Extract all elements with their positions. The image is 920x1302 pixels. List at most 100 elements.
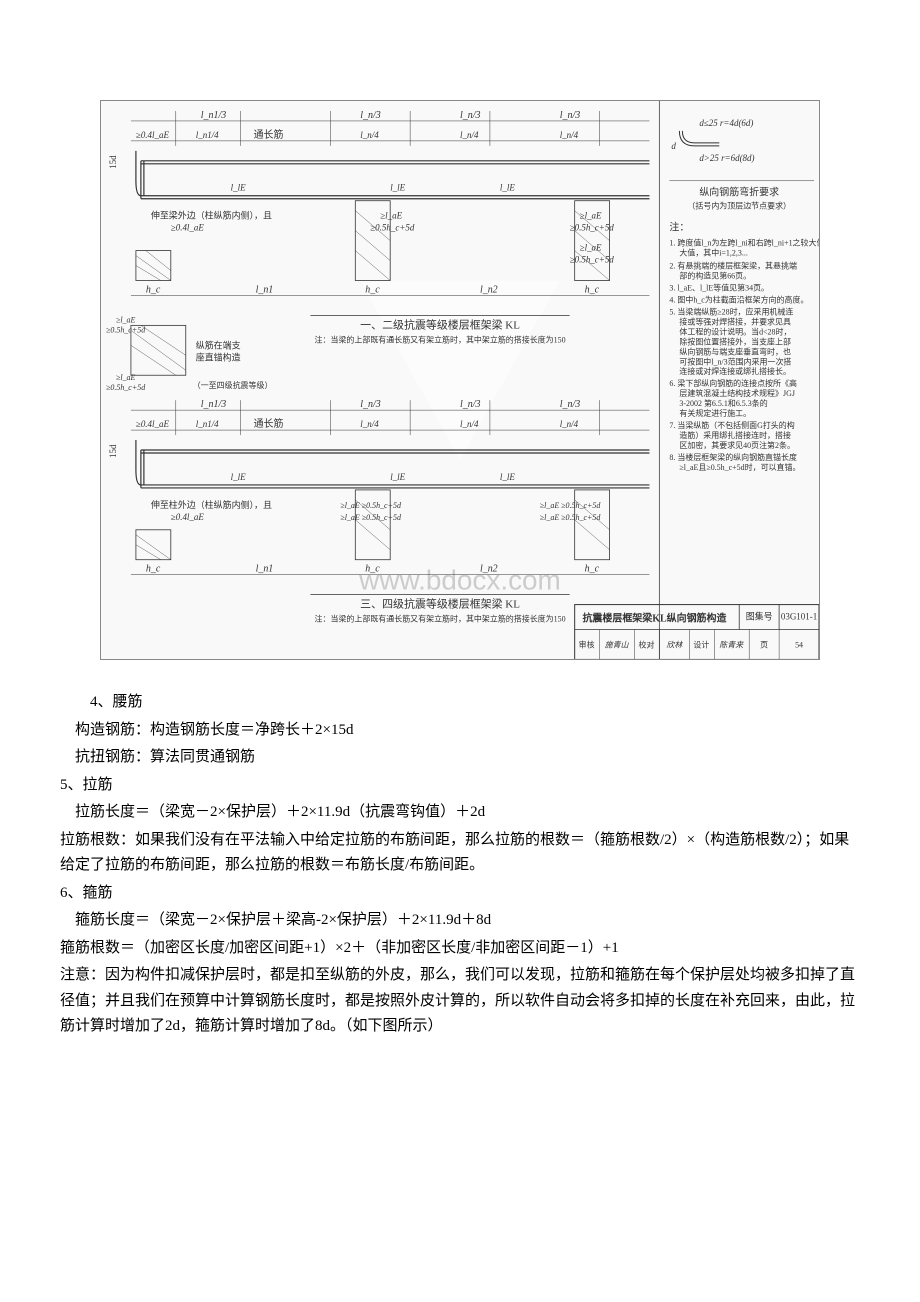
svg-text:7. 当梁纵筋（不包括侧面G打头的构: 7. 当梁纵筋（不包括侧面G打头的构 xyxy=(669,420,794,430)
engineering-diagram: www.bdocx.com l_n1/3 l_n/3 l_n/3 l_n/3 ≥… xyxy=(100,100,820,660)
svg-text:欣林: 欣林 xyxy=(666,640,683,649)
svg-text:l_n1: l_n1 xyxy=(256,284,274,295)
svg-text:h_c: h_c xyxy=(365,564,380,575)
svg-text:校对: 校对 xyxy=(639,639,655,649)
svg-text:l_lE: l_lE xyxy=(500,183,515,193)
svg-text:≥l_aE且≥0.5h_c+5d时，可以直锚。: ≥l_aE且≥0.5h_c+5d时，可以直锚。 xyxy=(679,462,800,472)
svg-text:层建筑混凝土结构技术规程》JGJ: 层建筑混凝土结构技术规程》JGJ xyxy=(679,388,795,398)
svg-text:≥l_aE ≥0.5h_c+5d: ≥l_aE ≥0.5h_c+5d xyxy=(340,501,401,510)
svg-text:h_c: h_c xyxy=(585,564,600,575)
svg-text:图集号: 图集号 xyxy=(746,611,773,622)
svg-text:有关规定进行施工。: 有关规定进行施工。 xyxy=(679,408,751,418)
svg-text:接或等强对焊搭接，并要求见具: 接或等强对焊搭接，并要求见具 xyxy=(679,316,791,326)
svg-text:页: 页 xyxy=(760,640,768,649)
svg-text:h_c: h_c xyxy=(146,284,161,295)
svg-text:h_c: h_c xyxy=(365,284,380,295)
svg-text:3. l_aE、l_lE等值见第34页。: 3. l_aE、l_lE等值见第34页。 xyxy=(669,282,769,292)
paragraph: 箍筋根数＝（加密区长度/加密区间距+1）×2＋（非加密区长度/非加密区间距－1）… xyxy=(60,936,860,962)
svg-text:l_lE: l_lE xyxy=(390,183,405,193)
svg-text:三、四级抗震等级楼层框架梁 KL: 三、四级抗震等级楼层框架梁 KL xyxy=(360,597,520,611)
svg-text:03G101-1: 03G101-1 xyxy=(781,612,817,622)
svg-text:≥0.5h_c+5d: ≥0.5h_c+5d xyxy=(570,255,615,265)
body-text: 4、腰筋 构造钢筋：构造钢筋长度＝净跨长＋2×15d 抗扭钢筋：算法同贯通钢筋 … xyxy=(50,690,870,1040)
svg-text:l_n1/4: l_n1/4 xyxy=(196,130,219,140)
svg-text:≥0.4l_aE: ≥0.4l_aE xyxy=(171,512,205,522)
svg-text:l_n2: l_n2 xyxy=(480,284,498,295)
svg-text:l_n1/4: l_n1/4 xyxy=(196,419,219,429)
svg-text:大值，其中i=1,2,3...: 大值，其中i=1,2,3... xyxy=(679,248,747,258)
svg-text:l_n/4: l_n/4 xyxy=(360,130,379,140)
svg-text:注：当梁的上部既有通长筋又有架立筋时，其中架立筋的搭接长度为: 注：当梁的上部既有通长筋又有架立筋时，其中架立筋的搭接长度为150 xyxy=(315,334,566,344)
paragraph: 抗扭钢筋：算法同贯通钢筋 xyxy=(60,745,860,771)
svg-text:纵筋在端支: 纵筋在端支 xyxy=(196,339,241,350)
svg-text:连接或对焊连接或绑扎搭接长。: 连接或对焊连接或绑扎搭接长。 xyxy=(679,366,791,376)
svg-text:抗震楼层框架梁KL纵向钢筋构造: 抗震楼层框架梁KL纵向钢筋构造 xyxy=(582,612,726,625)
paragraph: 5、拉筋 xyxy=(60,773,860,799)
svg-text:纵向钢筋与端支座垂直弯时，也: 纵向钢筋与端支座垂直弯时，也 xyxy=(679,346,791,356)
svg-text:（括号内为顶层边节点要求）: （括号内为顶层边节点要求） xyxy=(687,201,791,211)
svg-text:d≤25 r=4d(6d): d≤25 r=4d(6d) xyxy=(699,118,753,128)
svg-text:3-2002 第6.5.1和6.5.3条的: 3-2002 第6.5.1和6.5.3条的 xyxy=(679,398,767,408)
svg-text:15d: 15d xyxy=(108,444,118,458)
svg-text:伸至柱外边（柱纵筋内侧），且: 伸至柱外边（柱纵筋内侧），且 xyxy=(151,499,272,510)
svg-text:l_n1: l_n1 xyxy=(256,564,274,575)
svg-text:l_lE: l_lE xyxy=(231,472,246,482)
svg-text:≥0.5h_c+5d: ≥0.5h_c+5d xyxy=(570,223,615,233)
svg-text:www.bdocx.com: www.bdocx.com xyxy=(358,565,561,596)
svg-text:部的构造见第66页。: 部的构造见第66页。 xyxy=(679,271,751,281)
svg-text:通长筋: 通长筋 xyxy=(254,128,284,141)
svg-text:h_c: h_c xyxy=(146,564,161,575)
svg-text:≥l_aE ≥0.5h_c+5d: ≥l_aE ≥0.5h_c+5d xyxy=(540,501,601,510)
svg-text:≥0.4l_aE: ≥0.4l_aE xyxy=(136,130,170,140)
svg-text:除按图位置搭接外，当支座上部: 除按图位置搭接外，当支座上部 xyxy=(679,336,791,346)
paragraph: 拉筋长度＝（梁宽－2×保护层）＋2×11.9d（抗震弯钩值）＋2d xyxy=(60,800,860,826)
svg-text:体工程的设计说明。当d<28时，: 体工程的设计说明。当d<28时， xyxy=(679,326,791,336)
svg-text:15d: 15d xyxy=(108,155,118,169)
paragraph: 6、箍筋 xyxy=(60,881,860,907)
svg-text:≥0.5h_c+5d: ≥0.5h_c+5d xyxy=(106,325,145,334)
svg-text:审核: 审核 xyxy=(579,639,595,649)
svg-text:纵向钢筋弯折要求: 纵向钢筋弯折要求 xyxy=(699,186,779,199)
svg-text:伸至梁外边（柱纵筋内侧），且: 伸至梁外边（柱纵筋内侧），且 xyxy=(151,210,272,221)
svg-text:5. 当梁端纵筋≥28时，应采用机械连: 5. 当梁端纵筋≥28时，应采用机械连 xyxy=(669,306,793,316)
svg-text:l_n/4: l_n/4 xyxy=(460,419,479,429)
svg-text:h_c: h_c xyxy=(585,284,600,295)
svg-text:≥l_aE: ≥l_aE xyxy=(116,315,136,324)
svg-text:注：: 注： xyxy=(669,221,689,234)
svg-text:l_n/3: l_n/3 xyxy=(360,399,381,410)
svg-text:l_n/3: l_n/3 xyxy=(460,110,481,121)
svg-text:座直锚构造: 座直锚构造 xyxy=(196,351,241,362)
svg-text:（一至四级抗震等级）: （一至四级抗震等级） xyxy=(193,380,273,390)
svg-text:l_n/3: l_n/3 xyxy=(560,110,581,121)
paragraph: 注意：因为构件扣减保护层时，都是扣至纵筋的外皮，那么，我们可以发现，拉筋和箍筋在… xyxy=(60,963,860,1040)
svg-text:≥l_aE: ≥l_aE xyxy=(580,243,602,253)
svg-text:54: 54 xyxy=(795,640,803,649)
svg-text:区加密，其要求见40页注第2条。: 区加密，其要求见40页注第2条。 xyxy=(679,440,795,450)
svg-text:l_n1/3: l_n1/3 xyxy=(201,399,226,410)
paragraph: 构造钢筋：构造钢筋长度＝净跨长＋2×15d xyxy=(60,718,860,744)
svg-text:d>25 r=6d(8d): d>25 r=6d(8d) xyxy=(699,153,754,163)
svg-text:注：当梁的上部既有通长筋又有架立筋时，其中架立筋的搭接长度为: 注：当梁的上部既有通长筋又有架立筋时，其中架立筋的搭接长度为150 xyxy=(315,614,566,624)
svg-text:2. 有悬挑端的楼层框架梁，其悬挑端: 2. 有悬挑端的楼层框架梁，其悬挑端 xyxy=(669,261,797,271)
paragraph: 箍筋长度＝（梁宽－2×保护层＋梁高-2×保护层）＋2×11.9d＋8d xyxy=(60,908,860,934)
svg-text:l_n/3: l_n/3 xyxy=(360,110,381,121)
svg-text:≥0.4l_aE: ≥0.4l_aE xyxy=(171,223,205,233)
svg-text:可按图中l_n/3范围内采用一次搭: 可按图中l_n/3范围内采用一次搭 xyxy=(679,356,791,366)
svg-text:≥l_aE: ≥l_aE xyxy=(580,211,602,221)
svg-text:l_n/3: l_n/3 xyxy=(560,399,581,410)
svg-text:造筋）采用绑扎搭接连时，搭接: 造筋）采用绑扎搭接连时，搭接 xyxy=(679,430,791,440)
svg-text:l_n/4: l_n/4 xyxy=(460,130,479,140)
svg-text:≥0.5h_c+5d: ≥0.5h_c+5d xyxy=(106,383,145,392)
paragraph: 拉筋根数：如果我们没有在平法输入中给定拉筋的布筋间距，那么拉筋的根数＝（箍筋根数… xyxy=(60,828,860,879)
svg-text:陈青来: 陈青来 xyxy=(719,640,744,649)
svg-text:设计: 设计 xyxy=(693,639,709,649)
svg-text:4. 图中h_c为柱截面沿框架方向的高度。: 4. 图中h_c为柱截面沿框架方向的高度。 xyxy=(669,294,808,304)
svg-text:l_lE: l_lE xyxy=(500,472,515,482)
svg-text:1. 跨度值l_n为左跨l_ni和右跨l_ni+1之较大值，: 1. 跨度值l_n为左跨l_ni和右跨l_ni+1之较大值，其中i=1,2,3.… xyxy=(669,238,819,248)
svg-text:6. 梁下部纵向钢筋的连接点按所《高: 6. 梁下部纵向钢筋的连接点按所《高 xyxy=(669,378,797,388)
svg-text:≥l_aE ≥0.5h_c+5d: ≥l_aE ≥0.5h_c+5d xyxy=(340,513,401,522)
diagram-svg: www.bdocx.com l_n1/3 l_n/3 l_n/3 l_n/3 ≥… xyxy=(101,101,819,659)
svg-text:8. 当楼层框架梁的纵向钢筋直锚长度: 8. 当楼层框架梁的纵向钢筋直锚长度 xyxy=(669,452,797,462)
svg-text:≥0.5h_c+5d: ≥0.5h_c+5d xyxy=(370,223,415,233)
svg-text:l_lE: l_lE xyxy=(231,183,246,193)
